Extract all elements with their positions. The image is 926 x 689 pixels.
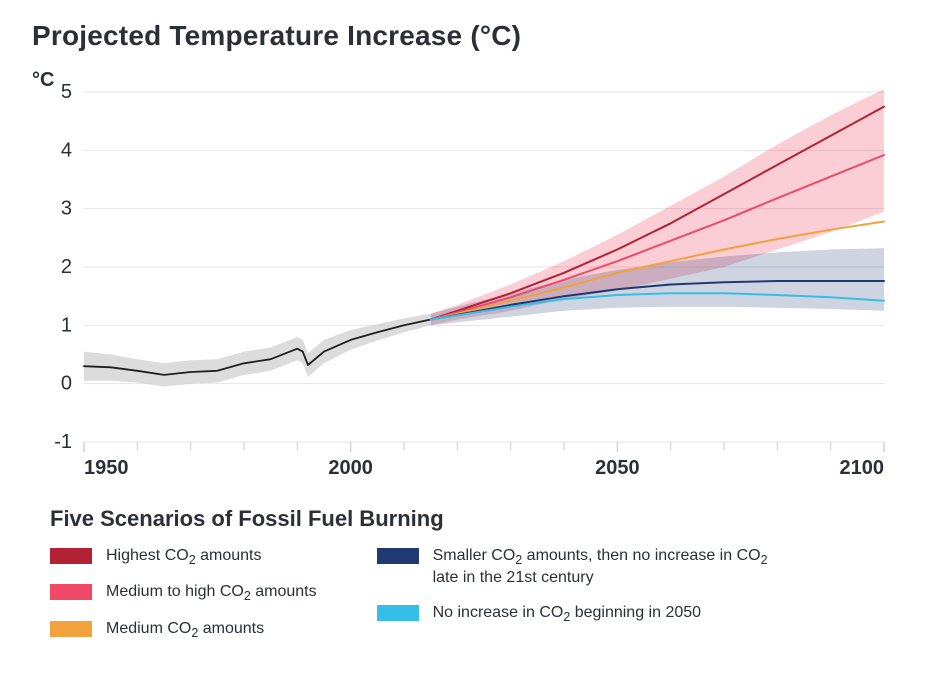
svg-text:2050: 2050 (595, 457, 640, 479)
legend-item-medium: Medium CO2 amounts (50, 619, 317, 641)
chart-title: Projected Temperature Increase (°C) (32, 20, 898, 52)
legend-label: Medium CO2 amounts (106, 619, 264, 641)
temperature-projection-chart: -1 0 1 2 3 4 5 °C 1950 2000 2050 2100 (28, 58, 898, 488)
legend-column: Highest CO2 amounts Medium to high CO2 am… (50, 546, 317, 641)
legend-columns: Highest CO2 amounts Medium to high CO2 am… (50, 546, 898, 641)
svg-text:1: 1 (61, 314, 72, 336)
legend-column: Smaller CO2 amounts, then no increase in… (377, 546, 777, 641)
legend-item-highest: Highest CO2 amounts (50, 546, 317, 568)
legend-swatch (50, 548, 92, 564)
legend-item-no_increase_2050: No increase in CO2 beginning in 2050 (377, 603, 777, 625)
legend-title: Five Scenarios of Fossil Fuel Burning (50, 506, 898, 532)
svg-text:°C: °C (32, 69, 54, 91)
svg-text:1950: 1950 (84, 457, 129, 479)
legend-label: Highest CO2 amounts (106, 546, 261, 568)
page: Projected Temperature Increase (°C) -1 0 1… (0, 0, 926, 689)
legend-swatch (377, 548, 419, 564)
legend-swatch (50, 621, 92, 637)
svg-text:2: 2 (61, 256, 72, 278)
svg-text:0: 0 (61, 373, 72, 395)
svg-text:2100: 2100 (840, 457, 885, 479)
svg-text:-1: -1 (54, 431, 72, 453)
legend-label: No increase in CO2 beginning in 2050 (433, 603, 701, 625)
legend-label: Medium to high CO2 amounts (106, 582, 317, 604)
svg-text:4: 4 (61, 139, 72, 161)
legend: Five Scenarios of Fossil Fuel Burning Hi… (28, 506, 898, 641)
svg-text:5: 5 (61, 81, 72, 103)
svg-text:3: 3 (61, 198, 72, 220)
svg-text:2000: 2000 (328, 457, 373, 479)
legend-item-med_high: Medium to high CO2 amounts (50, 582, 317, 604)
legend-swatch (50, 584, 92, 600)
legend-label: Smaller CO2 amounts, then no increase in… (433, 546, 777, 589)
chart-svg: -1 0 1 2 3 4 5 °C 1950 2000 2050 2100 (28, 58, 898, 488)
legend-swatch (377, 605, 419, 621)
legend-item-smaller: Smaller CO2 amounts, then no increase in… (377, 546, 777, 589)
